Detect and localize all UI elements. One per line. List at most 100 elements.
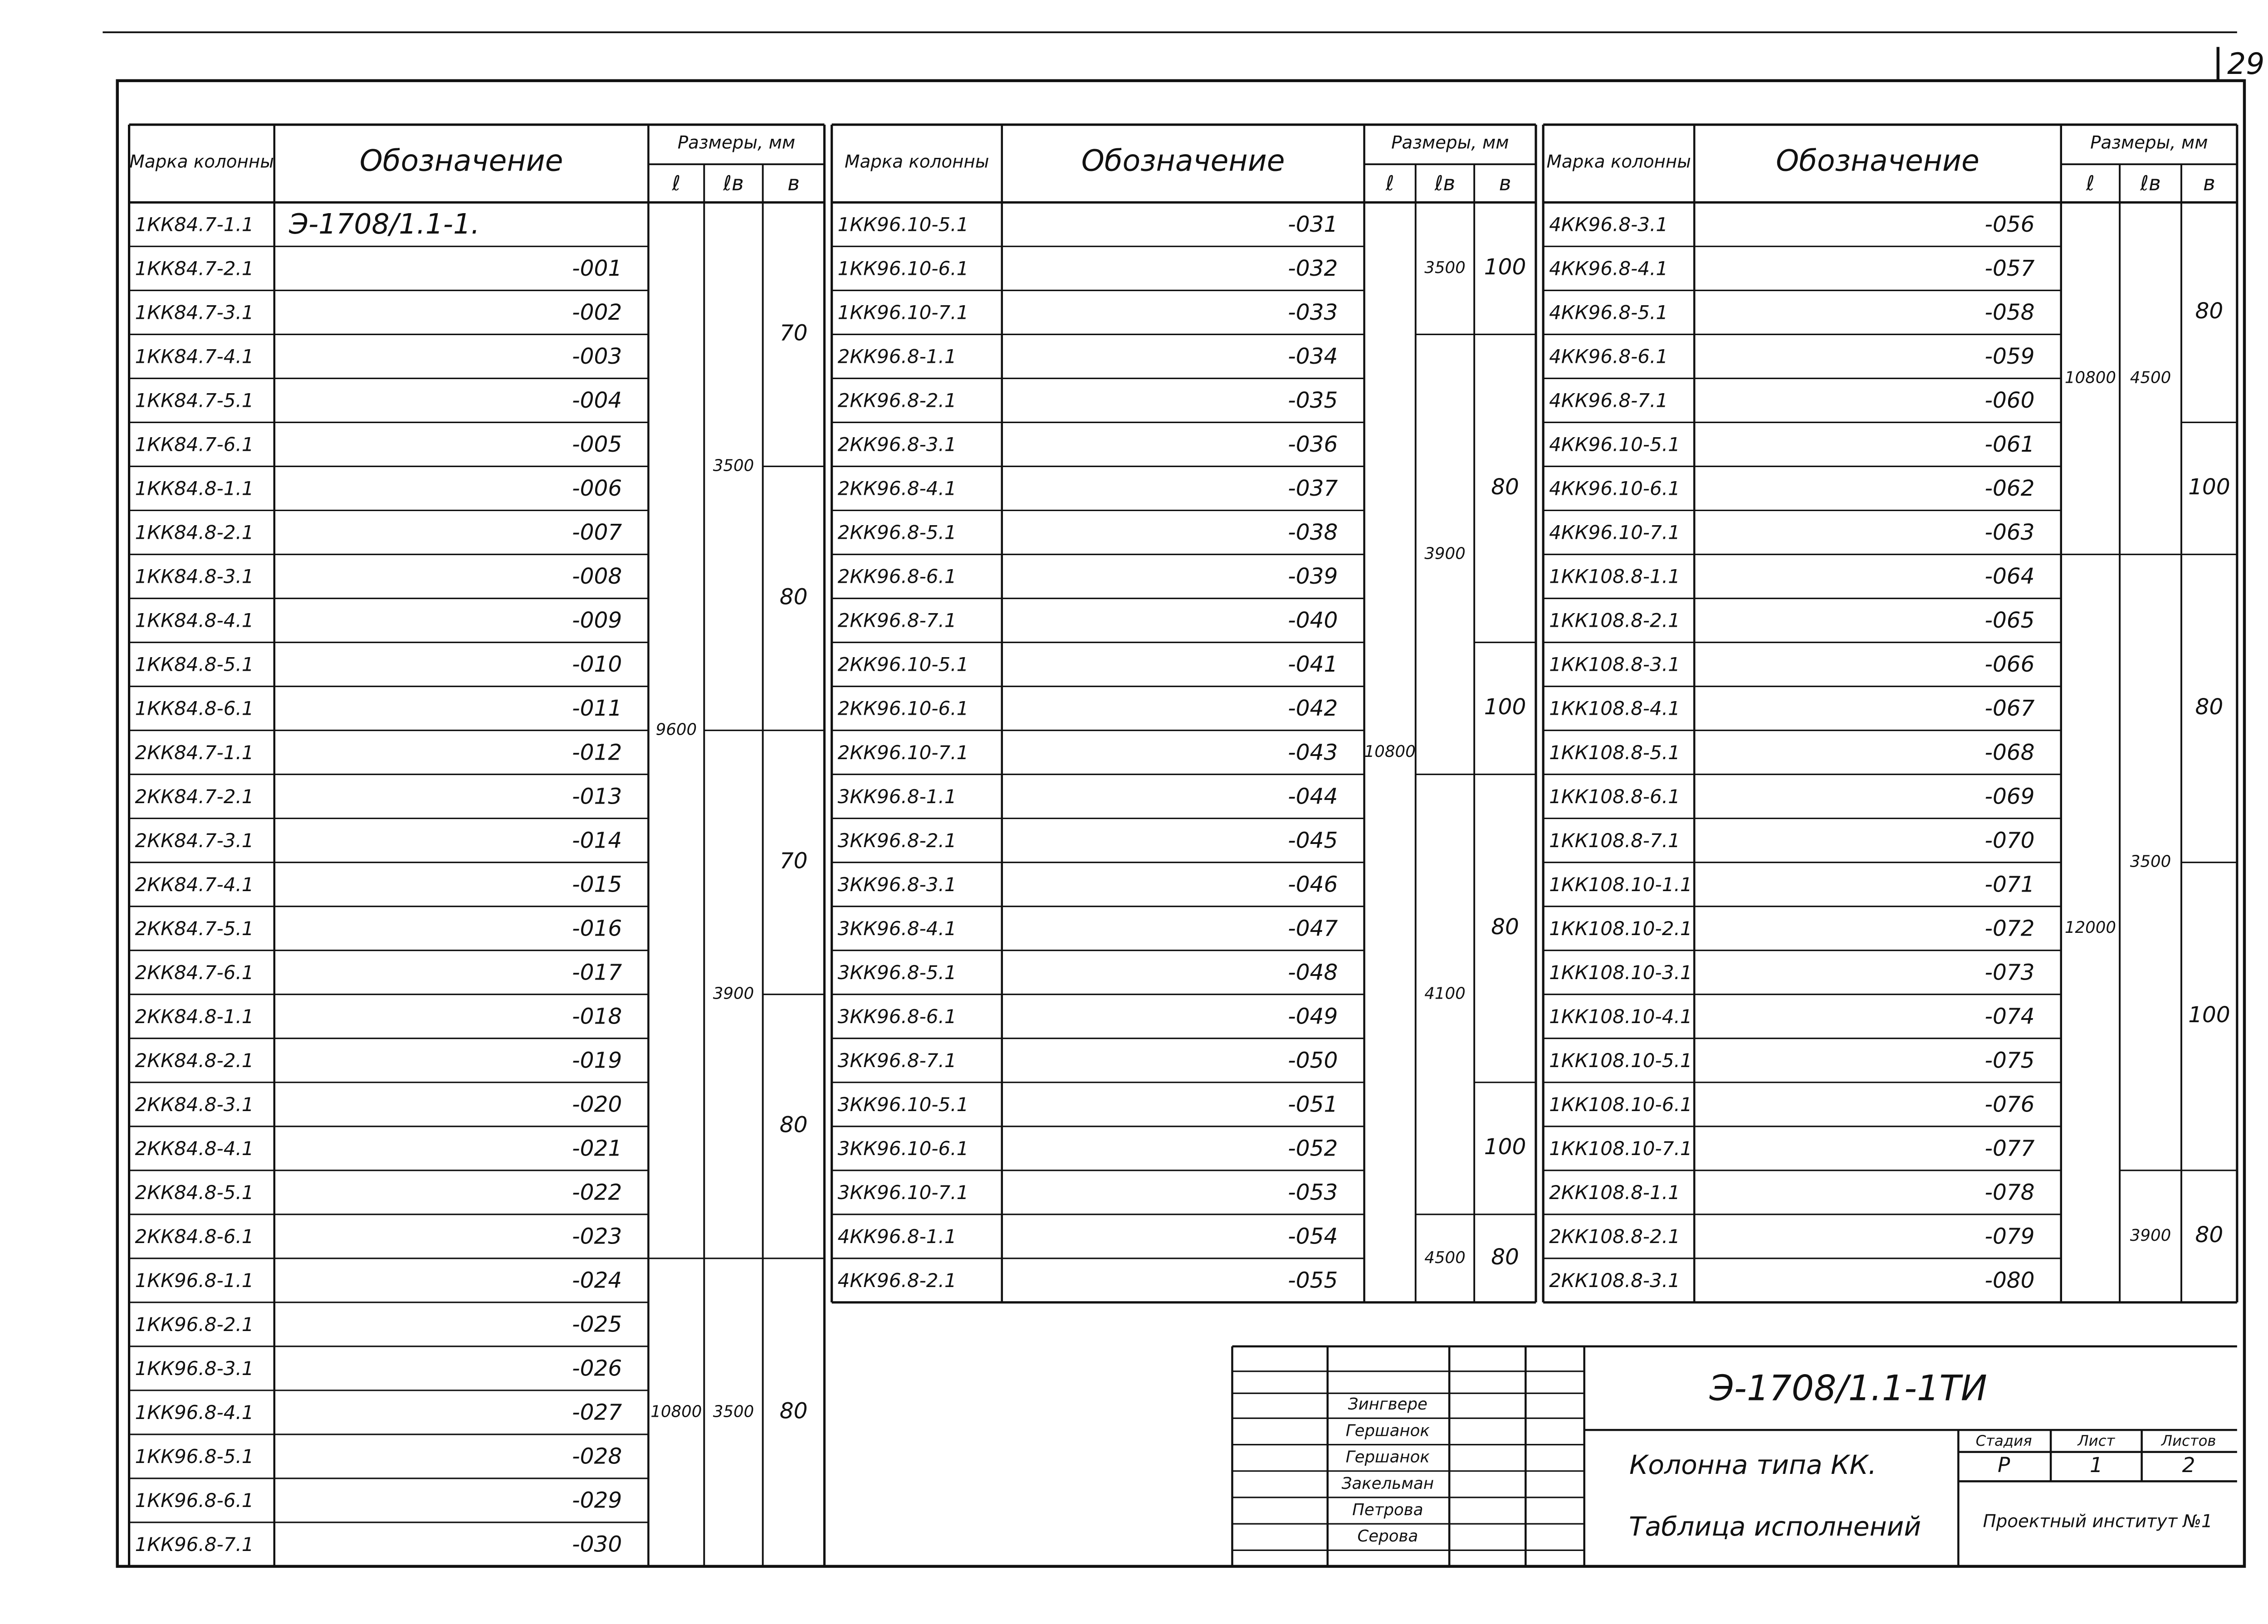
signature-name: Серова xyxy=(1357,1527,1418,1546)
designation: -074 xyxy=(1984,1004,2034,1029)
header-l: ℓ xyxy=(2086,171,2095,195)
column-mark: 2КК84.7-2.1 xyxy=(135,785,254,808)
designation: -046 xyxy=(1288,872,1338,897)
header-b: в xyxy=(1499,171,1511,195)
designation: -010 xyxy=(572,652,622,677)
column-mark: 3КК96.8-5.1 xyxy=(838,961,957,984)
header-lb: ℓв xyxy=(2140,171,2160,195)
column-mark: 3КК96.8-2.1 xyxy=(838,829,957,852)
column-mark: 1КК108.10-4.1 xyxy=(1549,1005,1692,1028)
column-mark: 2КК84.8-1.1 xyxy=(135,1005,254,1028)
column-mark: 1КК84.7-1.1 xyxy=(135,214,254,236)
designation: -073 xyxy=(1984,960,2034,985)
size-b: 80 xyxy=(1491,474,1519,500)
designation: -011 xyxy=(572,696,622,721)
sheets-header: Листов xyxy=(2161,1432,2216,1449)
header-lb: ℓв xyxy=(723,171,743,195)
frame xyxy=(116,79,2246,1568)
doc-name: Таблица исполнений xyxy=(1629,1511,1921,1542)
size-b: 80 xyxy=(1491,1244,1519,1270)
designation: -038 xyxy=(1288,520,1338,545)
column-mark: 1КК108.10-1.1 xyxy=(1549,873,1692,896)
designation: -061 xyxy=(1984,432,2034,457)
designation: -076 xyxy=(1984,1092,2034,1117)
designation: -049 xyxy=(1288,1004,1338,1029)
column-mark: 2КК108.8-1.1 xyxy=(1549,1181,1680,1204)
designation: -021 xyxy=(572,1136,622,1161)
designation: -020 xyxy=(572,1092,622,1117)
column-mark: 2КК84.7-1.1 xyxy=(135,741,254,764)
column-mark: 2КК96.8-2.1 xyxy=(838,390,957,412)
column-mark: 1КК96.8-4.1 xyxy=(135,1401,254,1424)
column-mark: 3КК96.10-7.1 xyxy=(838,1181,969,1204)
designation: -057 xyxy=(1984,256,2034,281)
column-mark: 1КК84.8-1.1 xyxy=(135,478,254,500)
size-b: 80 xyxy=(2195,694,2224,720)
column-mark: 4КК96.10-7.1 xyxy=(1549,522,1680,544)
designation: -060 xyxy=(1984,388,2034,413)
column-mark: 1КК96.10-6.1 xyxy=(838,258,969,280)
size-b: 100 xyxy=(1484,694,1526,720)
designation: -067 xyxy=(1984,696,2034,721)
column-mark: 2КК96.10-5.1 xyxy=(838,654,969,676)
header-b: в xyxy=(787,171,800,195)
column-mark: 3КК96.8-6.1 xyxy=(838,1005,957,1028)
header-lb: ℓв xyxy=(1434,171,1455,195)
designation: -004 xyxy=(572,388,622,413)
size-lb: 3500 xyxy=(713,456,754,475)
sheets: 2 xyxy=(2182,1453,2195,1477)
column-mark: 2КК96.10-7.1 xyxy=(838,741,969,764)
designation: -006 xyxy=(572,476,622,501)
column-mark: 4КК96.10-6.1 xyxy=(1549,478,1680,500)
designation: -072 xyxy=(1984,916,2034,941)
designation: -014 xyxy=(572,828,622,853)
header-sizes: Размеры, мм xyxy=(678,132,795,153)
column-mark: 4КК96.8-2.1 xyxy=(838,1269,957,1292)
sheet-header: Лист xyxy=(2077,1432,2115,1449)
column-mark: 2КК84.8-3.1 xyxy=(135,1093,254,1116)
designation: -075 xyxy=(1984,1048,2034,1073)
header-l: ℓ xyxy=(672,171,681,195)
column-mark: 1КК84.8-5.1 xyxy=(135,654,254,676)
designation: -042 xyxy=(1288,696,1338,721)
signature-name: Петрова xyxy=(1352,1501,1423,1519)
designation: -080 xyxy=(1984,1268,2034,1293)
column-mark: 1КК96.8-6.1 xyxy=(135,1489,254,1512)
size-l: 10800 xyxy=(650,1402,702,1421)
page-number: 29 xyxy=(2227,47,2264,81)
size-l: 12000 xyxy=(2065,918,2116,937)
designation: -079 xyxy=(1984,1224,2034,1249)
size-b: 80 xyxy=(1491,914,1519,940)
column-mark: 1КК84.7-6.1 xyxy=(135,434,254,456)
designation: -041 xyxy=(1288,652,1338,677)
column-mark: 2КК84.7-3.1 xyxy=(135,829,254,852)
designation: -033 xyxy=(1288,300,1338,325)
column-mark: 1КК108.8-2.1 xyxy=(1549,610,1680,632)
designation: -065 xyxy=(1984,608,2034,633)
column-mark: 2КК84.8-5.1 xyxy=(135,1181,254,1204)
designation: -070 xyxy=(1984,828,2034,853)
size-lb: 3500 xyxy=(713,1402,754,1421)
designation: -078 xyxy=(1984,1180,2034,1205)
column-mark: 1КК84.7-5.1 xyxy=(135,390,254,412)
column-mark: 1КК84.8-3.1 xyxy=(135,566,254,588)
size-lb: 3900 xyxy=(1424,544,1466,563)
column-mark: 4КК96.8-4.1 xyxy=(1549,258,1668,280)
column-mark: 1КК108.10-3.1 xyxy=(1549,961,1692,984)
column-mark: 3КК96.10-6.1 xyxy=(838,1137,969,1160)
designation: -044 xyxy=(1288,784,1338,809)
column-mark: 1КК84.8-2.1 xyxy=(135,522,254,544)
column-mark: 1КК96.8-3.1 xyxy=(135,1357,254,1380)
column-mark: 3КК96.8-7.1 xyxy=(838,1049,957,1072)
stage-header: Стадия xyxy=(1976,1432,2032,1449)
designation: -012 xyxy=(572,740,622,765)
column-mark: 4КК96.10-5.1 xyxy=(1549,434,1680,456)
designation: -048 xyxy=(1288,960,1338,985)
size-l: 9600 xyxy=(656,721,697,739)
column-mark: 2КК84.8-2.1 xyxy=(135,1049,254,1072)
column-mark: 1КК108.8-7.1 xyxy=(1549,829,1680,852)
designation: -036 xyxy=(1288,432,1338,457)
size-b: 100 xyxy=(2188,474,2230,500)
column-mark: 1КК96.8-7.1 xyxy=(135,1533,254,1556)
designation: -047 xyxy=(1288,916,1338,941)
